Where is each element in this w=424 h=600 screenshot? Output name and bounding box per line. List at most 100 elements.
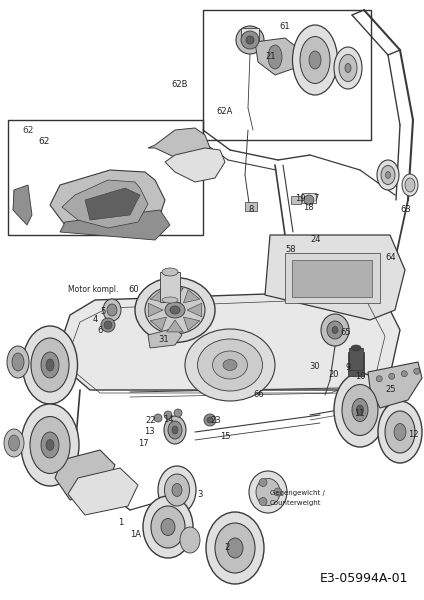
Circle shape [164, 411, 172, 419]
Circle shape [401, 371, 407, 377]
Polygon shape [150, 317, 167, 331]
Text: 62: 62 [38, 137, 49, 146]
Ellipse shape [135, 277, 215, 343]
Ellipse shape [223, 359, 237, 370]
Text: 6: 6 [97, 326, 102, 335]
Text: 8: 8 [248, 205, 254, 214]
Ellipse shape [4, 429, 24, 457]
Bar [285, 253, 380, 303]
Polygon shape [148, 328, 182, 348]
Circle shape [304, 195, 314, 205]
Text: 13: 13 [144, 427, 155, 436]
Circle shape [101, 318, 115, 332]
Bar [292, 260, 372, 297]
Text: 66: 66 [253, 390, 264, 399]
Ellipse shape [385, 411, 415, 453]
Circle shape [274, 488, 282, 496]
Text: 22: 22 [145, 416, 156, 425]
Ellipse shape [46, 439, 54, 451]
Text: 61: 61 [279, 22, 290, 31]
Polygon shape [85, 188, 140, 220]
Ellipse shape [327, 321, 343, 339]
Ellipse shape [162, 268, 178, 276]
Ellipse shape [7, 346, 29, 378]
Polygon shape [13, 185, 32, 225]
Ellipse shape [352, 398, 368, 421]
Text: 30: 30 [309, 362, 320, 371]
Bar [291, 196, 301, 204]
Ellipse shape [30, 416, 70, 473]
Circle shape [104, 321, 112, 329]
Bar [302, 193, 316, 203]
Circle shape [174, 409, 182, 417]
Polygon shape [148, 303, 163, 317]
Text: Motor kompl.: Motor kompl. [68, 285, 118, 294]
Ellipse shape [321, 314, 349, 346]
Circle shape [207, 417, 213, 423]
Ellipse shape [227, 538, 243, 558]
Ellipse shape [165, 474, 190, 506]
Text: 9: 9 [346, 363, 351, 372]
Text: 1A: 1A [130, 530, 141, 539]
Text: 5: 5 [100, 307, 105, 316]
Ellipse shape [300, 37, 330, 83]
Polygon shape [68, 468, 138, 515]
Ellipse shape [41, 432, 59, 458]
Circle shape [389, 373, 395, 379]
Bar [8, 120, 203, 235]
Ellipse shape [31, 338, 69, 392]
Polygon shape [368, 362, 422, 408]
Text: 21: 21 [265, 52, 276, 61]
Ellipse shape [185, 329, 275, 401]
Ellipse shape [405, 178, 415, 192]
Text: 64: 64 [385, 253, 396, 262]
Ellipse shape [293, 25, 338, 95]
Polygon shape [62, 180, 148, 228]
Text: 1: 1 [118, 518, 123, 527]
Circle shape [259, 478, 267, 487]
Ellipse shape [334, 47, 362, 89]
Ellipse shape [351, 345, 361, 351]
Text: 65: 65 [340, 328, 351, 337]
Polygon shape [184, 317, 200, 331]
Bar [245, 202, 257, 211]
Polygon shape [184, 290, 200, 303]
Bar [349, 348, 363, 370]
Text: 4: 4 [93, 315, 98, 324]
Text: 12: 12 [408, 430, 418, 439]
Polygon shape [50, 170, 165, 235]
Ellipse shape [162, 297, 178, 303]
Ellipse shape [215, 523, 255, 573]
Ellipse shape [402, 174, 418, 196]
Ellipse shape [165, 302, 185, 318]
Circle shape [204, 414, 216, 426]
Ellipse shape [143, 496, 193, 558]
Ellipse shape [268, 45, 282, 69]
Text: 7: 7 [313, 194, 318, 203]
Polygon shape [55, 290, 400, 390]
Ellipse shape [41, 352, 59, 378]
Ellipse shape [357, 405, 363, 415]
Text: 24: 24 [310, 235, 321, 244]
Polygon shape [187, 303, 202, 317]
Ellipse shape [180, 527, 200, 553]
Ellipse shape [21, 404, 79, 486]
Ellipse shape [151, 506, 185, 548]
Text: 62A: 62A [216, 107, 232, 116]
Bar [241, 28, 259, 42]
Text: 14: 14 [163, 415, 173, 424]
Ellipse shape [309, 51, 321, 69]
Circle shape [246, 36, 254, 44]
Polygon shape [167, 320, 183, 332]
Ellipse shape [170, 306, 180, 314]
Text: 11: 11 [354, 409, 365, 418]
Circle shape [414, 368, 420, 374]
Ellipse shape [345, 64, 351, 73]
Polygon shape [265, 235, 405, 320]
Text: E3-05994A-01: E3-05994A-01 [320, 572, 408, 585]
Text: 17: 17 [138, 439, 149, 448]
Ellipse shape [107, 304, 117, 316]
Polygon shape [55, 450, 115, 500]
Bar [160, 272, 180, 302]
Ellipse shape [164, 416, 186, 444]
